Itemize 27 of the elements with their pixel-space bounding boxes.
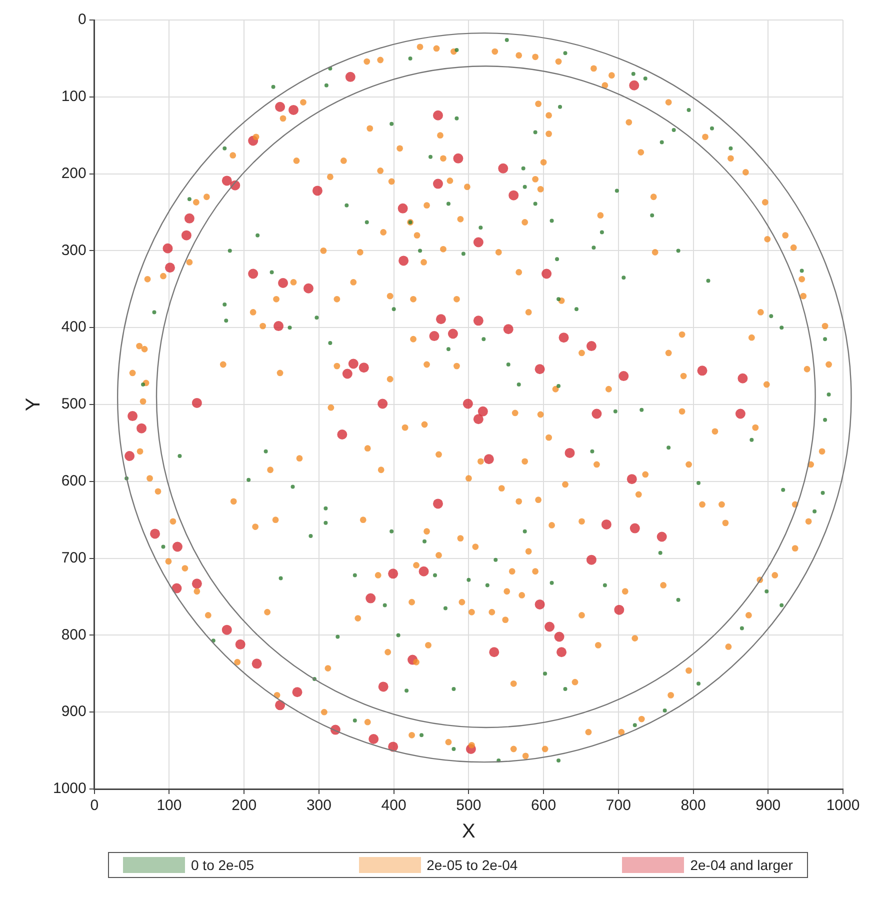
y-tick-label: 300: [61, 242, 86, 259]
x-axis-title: X: [462, 820, 476, 843]
y-tick-label: 900: [61, 703, 86, 720]
y-tick-label: 700: [61, 549, 86, 566]
x-tick-label: 100: [156, 797, 182, 814]
x-tick-label: 900: [756, 797, 781, 814]
x-tick-label: 600: [531, 797, 556, 814]
y-tick-label: 800: [61, 626, 86, 644]
y-tick-label: 0: [78, 11, 86, 28]
y-axis-title: Y: [22, 398, 45, 412]
y-tick-label: 400: [61, 318, 86, 336]
x-tick-label: 800: [680, 797, 706, 814]
y-tick-label: 200: [61, 164, 86, 182]
y-tick-label: 500: [61, 396, 86, 413]
x-tick-label: 700: [606, 797, 631, 814]
x-tick-label: 0: [90, 797, 99, 814]
legend-label: 2e-04 and larger: [690, 857, 793, 873]
legend-label: 0 to 2e-05: [191, 857, 254, 873]
y-tick-label: 1000: [52, 780, 86, 798]
y-tick-label: 600: [61, 472, 86, 490]
y-tick-label: 100: [61, 88, 86, 106]
x-tick-label: 300: [306, 797, 332, 814]
x-tick-label: 400: [381, 797, 406, 814]
x-tick-label: 500: [456, 797, 482, 814]
legend-label: 2e-05 to 2e-04: [426, 857, 518, 873]
x-tick-label: 1000: [826, 797, 860, 814]
x-tick-label: 200: [232, 797, 257, 814]
